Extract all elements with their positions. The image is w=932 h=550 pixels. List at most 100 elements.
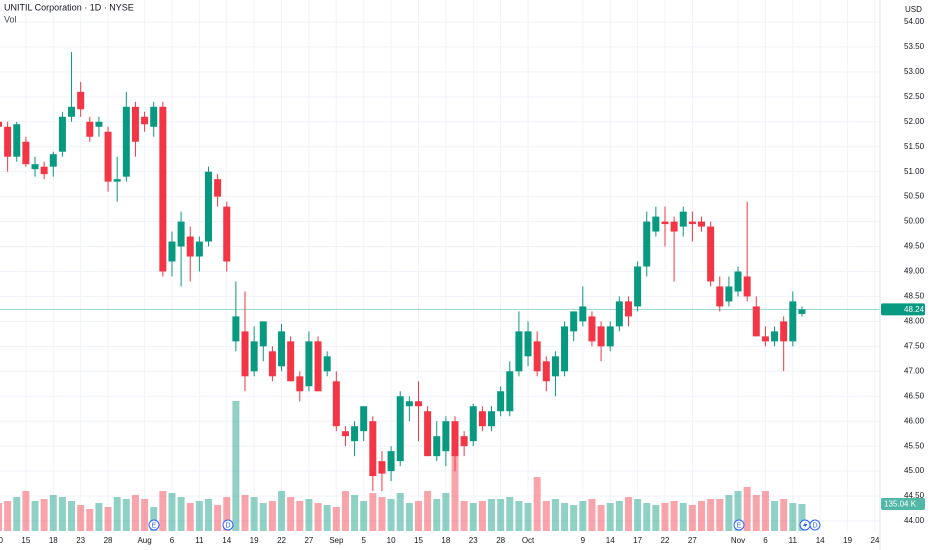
candle-body <box>670 221 678 232</box>
volume-bar <box>396 493 404 531</box>
volume-bar <box>634 499 642 531</box>
candle-body <box>634 266 642 307</box>
volume-bar <box>533 477 541 531</box>
volume-bar <box>332 507 340 531</box>
candle-body <box>332 381 340 427</box>
volume-bar <box>204 499 212 531</box>
volume-bar <box>506 497 514 531</box>
candle-body <box>195 241 203 257</box>
y-tick-label: 50.00 <box>904 217 925 226</box>
volume-bar <box>679 503 687 531</box>
candle-body <box>232 316 240 342</box>
candle-body <box>716 286 724 307</box>
candle-body <box>268 351 276 377</box>
x-tick-label: 17 <box>633 536 642 545</box>
candle-body <box>497 391 505 412</box>
candle-body <box>561 326 569 372</box>
candle-body <box>360 406 368 432</box>
volume-bar <box>424 491 432 531</box>
candle-body <box>296 376 304 392</box>
candle-body <box>698 221 706 227</box>
candle-body <box>478 411 486 427</box>
volume-bar <box>597 505 605 531</box>
y-tick-label: 47.00 <box>904 366 925 375</box>
x-tick-label: 14 <box>606 536 615 545</box>
event-marker <box>148 519 160 531</box>
volume-bar <box>478 501 486 531</box>
x-tick-label: 19 <box>250 536 259 545</box>
lightning-icon <box>803 521 808 529</box>
volume-bar <box>588 499 596 531</box>
candle-body <box>378 461 386 474</box>
candle-body <box>734 271 742 292</box>
volume-bar <box>40 499 48 531</box>
candle-body <box>442 421 450 452</box>
volume-bar <box>524 503 532 531</box>
volume-bar <box>4 501 12 531</box>
volume-bar <box>378 497 386 531</box>
candle-body <box>241 331 249 377</box>
volume-bar <box>86 509 94 531</box>
y-tick-label: 49.50 <box>904 242 925 251</box>
volume-bar <box>734 491 742 531</box>
candle-body <box>643 221 651 267</box>
candle-body <box>287 341 295 382</box>
volume-bar <box>159 491 167 531</box>
x-tick-label: 23 <box>469 536 478 545</box>
volume-bar <box>305 499 313 531</box>
candle-body <box>369 421 377 477</box>
candle-body <box>40 166 48 175</box>
candle-body <box>223 206 231 262</box>
volume-bar <box>13 497 21 531</box>
candle-body <box>707 226 715 282</box>
candle-body <box>624 301 632 317</box>
volume-bar <box>360 501 368 531</box>
candle-body <box>22 141 30 165</box>
candle-body <box>250 341 258 372</box>
volume-bar <box>268 501 276 531</box>
volume-bar <box>122 499 130 531</box>
candle-body <box>168 241 176 262</box>
event-label: D <box>812 522 817 529</box>
volume-bar <box>186 503 194 531</box>
x-tick-label: 28 <box>496 536 505 545</box>
candle-body <box>761 336 769 342</box>
candle-body <box>278 331 286 367</box>
candle-body <box>104 131 112 182</box>
candle-body <box>780 321 788 342</box>
volume-bar <box>241 495 249 531</box>
volume-bar <box>606 503 614 531</box>
candle-body <box>396 396 404 462</box>
x-tick-label: 14 <box>222 536 231 545</box>
candle-body <box>542 361 550 382</box>
last-price-label: 48.24 <box>904 305 925 314</box>
volume-bar <box>387 499 395 531</box>
candle-body <box>351 426 359 442</box>
volume-bar <box>433 499 441 531</box>
volume-bar <box>351 495 359 531</box>
candle-body <box>460 436 468 447</box>
x-tick-label: 18 <box>49 536 58 545</box>
candle-body <box>113 179 121 182</box>
volume-bar <box>451 447 459 531</box>
candle-body <box>488 411 496 427</box>
volume-bar <box>661 503 669 531</box>
volume-bar <box>460 501 468 531</box>
x-tick-label: 15 <box>21 536 30 545</box>
volume-bar <box>624 497 632 531</box>
volume-bar <box>643 503 651 531</box>
candle-body <box>214 179 222 197</box>
volume-bar <box>223 497 231 531</box>
x-tick-label: 14 <box>816 536 825 545</box>
x-tick-label: 28 <box>104 536 113 545</box>
volume-bar <box>561 503 569 531</box>
volume-bar <box>780 499 788 531</box>
volume-bar <box>250 497 258 531</box>
candle-body <box>551 356 559 377</box>
volume-bar <box>22 491 30 531</box>
x-tick-label: 23 <box>76 536 85 545</box>
candle-body <box>743 276 751 297</box>
volume-bar <box>131 495 139 531</box>
candle-body <box>4 126 12 157</box>
